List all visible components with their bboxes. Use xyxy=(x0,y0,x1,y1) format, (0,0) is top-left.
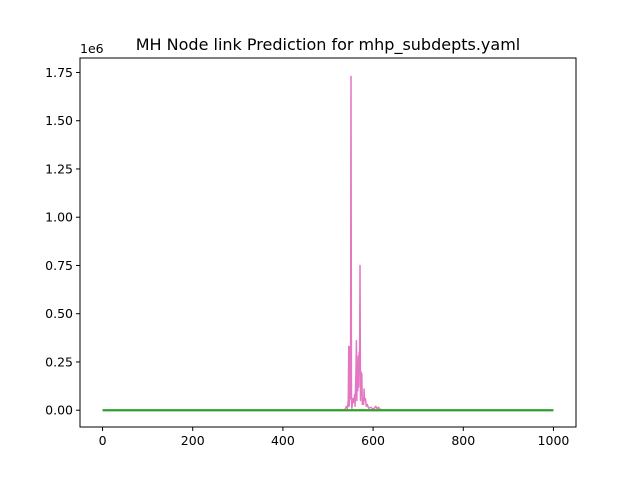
y-tick-label: 1.75 xyxy=(45,65,73,80)
y-tick-label: 1.25 xyxy=(45,161,73,176)
x-tick-label: 0 xyxy=(99,433,107,448)
x-tick-label: 800 xyxy=(451,433,475,448)
chart-title: MH Node link Prediction for mhp_subdepts… xyxy=(136,35,520,55)
y-tick-label: 0.75 xyxy=(45,258,73,273)
plot-area-frame xyxy=(79,57,577,428)
x-tick-label: 200 xyxy=(181,433,205,448)
x-tick-label: 400 xyxy=(271,433,295,448)
series-line-1 xyxy=(102,75,554,411)
y-tick-label: 1.00 xyxy=(45,210,73,225)
x-tick-label: 1000 xyxy=(538,433,570,448)
y-tick-label: 1.50 xyxy=(45,113,73,128)
y-axis-ticks: 0.00 0.25 0.50 0.75 1.00 1.25 1.50 1.75 xyxy=(45,65,80,418)
y-tick-label: 0.25 xyxy=(45,354,73,369)
y-axis-offset-label: 1e6 xyxy=(80,41,104,56)
x-axis-ticks: 0 200 400 600 800 1000 xyxy=(99,427,570,448)
y-tick-label: 0.50 xyxy=(45,306,73,321)
y-tick-label: 0.00 xyxy=(45,403,73,418)
x-tick-label: 600 xyxy=(361,433,385,448)
series-layer xyxy=(102,75,554,412)
